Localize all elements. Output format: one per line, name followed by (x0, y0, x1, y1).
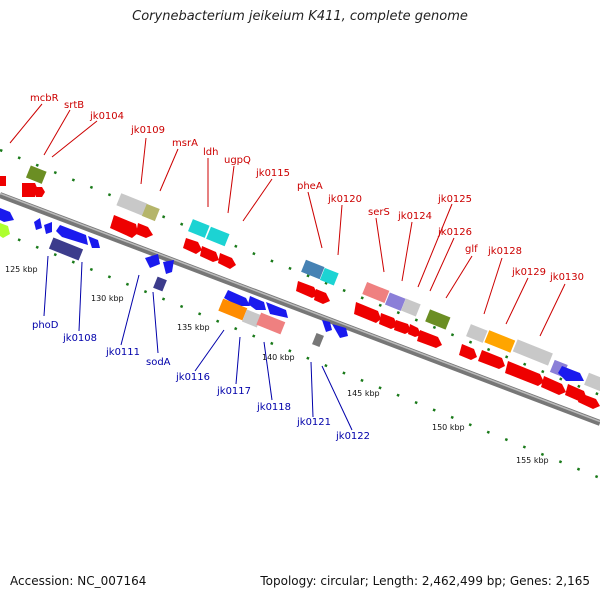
gene-label-glf: glf (465, 244, 478, 255)
gene-label-jk0125: jk0125 (437, 194, 472, 205)
gene-label-jk0120: jk0120 (327, 194, 362, 205)
gc-dot-track-lower (0, 230, 600, 480)
tick-135-kbp: 135 kbp (177, 323, 210, 332)
gene-label-jk0108: jk0108 (62, 333, 97, 344)
gene-label-ldh: ldh (203, 147, 218, 158)
gene-label-sodA: sodA (146, 357, 171, 368)
gene-label-pheA: pheA (297, 181, 323, 192)
gene-label-jk0128: jk0128 (487, 246, 522, 257)
gene-label-phoD: phoD (32, 320, 59, 331)
map-title: Corynebacterium jeikeium K411, complete … (132, 9, 468, 24)
gene-label-mcbR: mcbR (30, 93, 59, 104)
gene-label-ugpQ: ugpQ (224, 155, 251, 166)
gene-label-jk0122: jk0122 (335, 431, 370, 442)
accession-text: Accession: NC_007164 (10, 574, 147, 588)
gene-label-jk0129: jk0129 (511, 267, 546, 278)
forward-gene-labels (9, 103, 566, 337)
gene-label-jk0117: jk0117 (216, 386, 251, 397)
tick-145-kbp: 145 kbp (347, 389, 380, 398)
gene-label-jk0126: jk0126 (437, 227, 472, 238)
gene-label-msrA: msrA (172, 138, 198, 149)
position-ticks: 125 kbp 130 kbp 135 kbp 140 kbp 145 kbp … (5, 265, 549, 465)
tick-150-kbp: 150 kbp (432, 423, 465, 432)
gene-label-jk0124: jk0124 (397, 211, 432, 222)
tick-125-kbp: 125 kbp (5, 265, 38, 274)
gene-label-serS: serS (368, 207, 390, 218)
genome-summary-text: Topology: circular; Length: 2,462,499 bp… (260, 574, 590, 588)
gene-label-srtB: srtB (64, 100, 84, 111)
tick-130-kbp: 130 kbp (91, 294, 124, 303)
gene-label-jk0118: jk0118 (256, 402, 291, 413)
gene-label-jk0115: jk0115 (255, 168, 290, 179)
reverse-strand-features (0, 208, 584, 381)
tick-155-kbp: 155 kbp (516, 456, 549, 465)
genome-backbone (0, 192, 600, 426)
gene-label-jk0130: jk0130 (549, 272, 584, 283)
gene-label-jk0111: jk0111 (105, 347, 140, 358)
tick-140-kbp: 140 kbp (262, 353, 295, 362)
gene-label-jk0116: jk0116 (175, 372, 210, 383)
gene-label-jk0104: jk0104 (89, 111, 124, 122)
gene-label-jk0121: jk0121 (296, 417, 331, 428)
gene-label-jk0109: jk0109 (130, 125, 165, 136)
forward-strand-features (0, 165, 600, 409)
reverse-gene-labels (43, 255, 353, 431)
